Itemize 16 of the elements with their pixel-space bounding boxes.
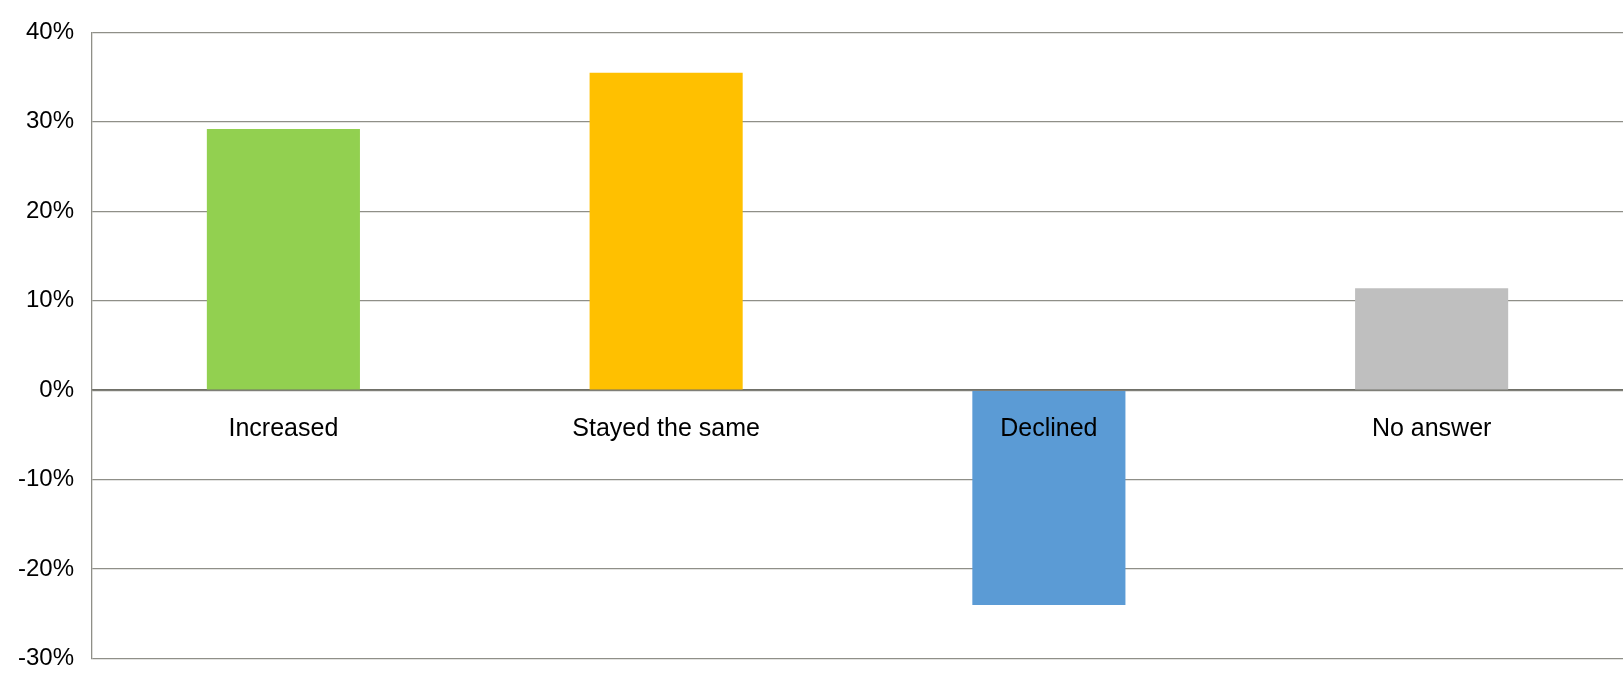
bar (972, 390, 1126, 605)
y-tick-label: -20% (18, 553, 75, 581)
bar (1355, 288, 1509, 390)
y-tick-label: -10% (18, 464, 75, 492)
y-tick-label: 10% (25, 285, 75, 313)
y-tick-label: 20% (25, 195, 75, 223)
bar (589, 72, 743, 390)
x-tick-label: Stayed the same (572, 413, 760, 442)
x-tick-label: No answer (1371, 413, 1492, 442)
x-tick-label: Increased (228, 413, 339, 442)
y-tick-label: -30% (18, 643, 75, 671)
x-tick-label: Declined (1000, 413, 1098, 442)
y-tick-label: 40% (25, 17, 75, 45)
y-tick-label: 0% (39, 374, 75, 402)
bar (206, 129, 360, 390)
y-tick-label: 30% (25, 106, 75, 134)
